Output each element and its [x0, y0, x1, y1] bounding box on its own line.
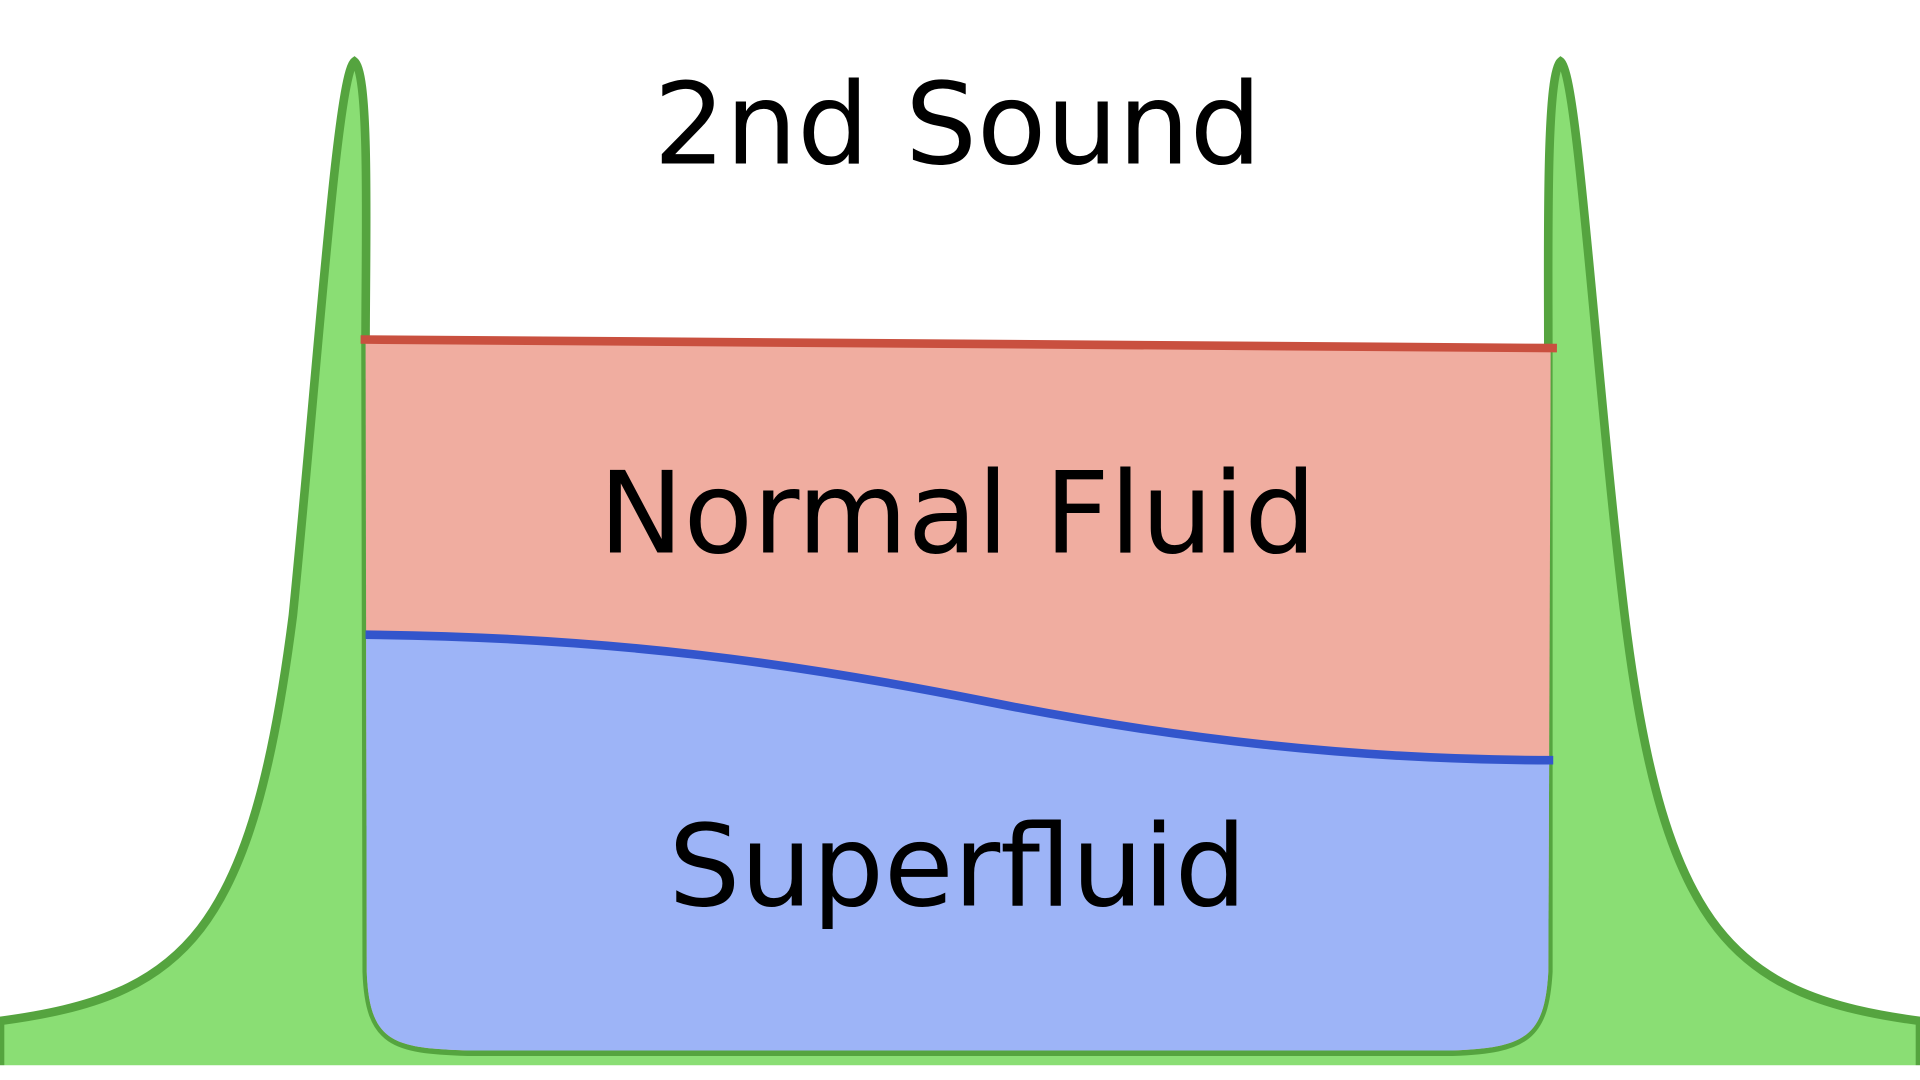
superfluid-line	[365, 630, 1554, 765]
label-normal-fluid: Normal Fluid	[599, 447, 1316, 579]
normal-fluid-line	[360, 335, 1557, 353]
label-superfluid: Superfluid	[668, 800, 1246, 932]
container-wall	[0, 56, 1920, 1075]
label-2nd-sound: 2nd Sound	[653, 59, 1261, 191]
